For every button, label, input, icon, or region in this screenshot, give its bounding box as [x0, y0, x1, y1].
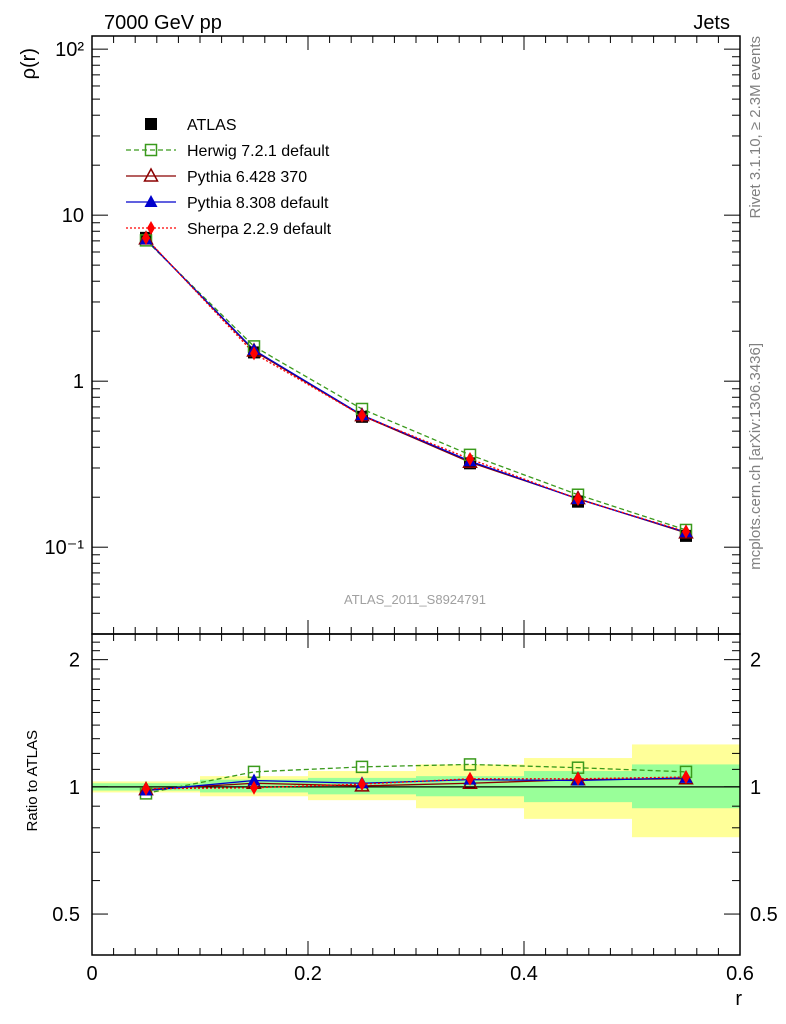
y-axis-label-ratio: Ratio to ATLAS: [24, 730, 41, 831]
legend-marker: [144, 195, 158, 207]
legend-label: ATLAS: [187, 117, 237, 134]
main-point: [466, 451, 474, 466]
main-line-4: [145, 237, 687, 533]
legend-label: Pythia 6.428 370: [187, 169, 307, 186]
main-point: [574, 492, 582, 507]
main-point: [250, 346, 258, 361]
analysis-watermark: ATLAS_2011_S8924791: [344, 592, 486, 607]
ratio-line-0: [145, 763, 687, 795]
main-line-3: [145, 238, 687, 533]
x-tick-label: 0.4: [510, 963, 538, 985]
legend-label: Sherpa 2.2.9 default: [187, 221, 332, 238]
axis-ticks: 0 0.2 0.4 0.6 10⁻¹ 1 10 10² 0.5 0.5 1 1 2 2: [45, 36, 778, 985]
y-tick-label-main: 10²: [55, 39, 84, 61]
main-point: [682, 524, 690, 539]
y-tick-label-main: 10⁻¹: [45, 537, 85, 559]
ratio-line-2: [145, 777, 687, 792]
header-left: 7000 GeV pp: [104, 12, 222, 34]
legend-label: Herwig 7.2.1 default: [187, 143, 330, 160]
ratio-point: [142, 781, 150, 796]
ratio-point: [355, 760, 369, 774]
x-axis-label: r: [735, 988, 742, 1010]
main-line-2: [145, 238, 687, 534]
series-lines: [145, 237, 687, 795]
mcplots-info-text: mcplots.cern.ch [arXiv:1306.3436]: [747, 343, 764, 570]
y-tick-label-ratio-right: 2: [750, 650, 761, 672]
rivet-info-text: Rivet 3.1.10, ≥ 2.3M events: [747, 36, 764, 219]
legend: ATLAS Herwig 7.2.1 default Pythia 6.428 37…: [126, 117, 332, 238]
ratio-point: [247, 773, 261, 786]
ratio-point: [682, 770, 690, 785]
y-axis-label-main: ρ(r): [18, 48, 40, 79]
ratio-point: [358, 777, 366, 792]
legend-label: Pythia 8.308 default: [187, 195, 329, 212]
main-point: [358, 408, 366, 423]
ratio-point: [574, 771, 582, 786]
y-tick-label-ratio: 0.5: [52, 904, 80, 926]
series-markers: [138, 230, 694, 800]
main-point: [142, 231, 150, 246]
x-tick-label: 0: [86, 963, 97, 985]
y-tick-label-ratio-right: 0.5: [750, 904, 778, 926]
ratio-point: [250, 780, 258, 795]
legend-marker: [143, 167, 159, 182]
y-tick-label-main: 10: [62, 205, 84, 227]
header-right: Jets: [693, 12, 730, 34]
y-tick-label-ratio-right: 1: [750, 777, 761, 799]
legend-marker: [147, 221, 155, 235]
x-tick-label: 0.6: [726, 963, 754, 985]
y-tick-label-ratio: 2: [69, 650, 80, 672]
ratio-point: [466, 771, 474, 786]
main-line-1: [145, 239, 687, 531]
y-tick-label-ratio: 1: [69, 777, 80, 799]
legend-marker: [145, 118, 157, 130]
uncertainty-bands: [92, 744, 740, 838]
legend-marker: [144, 143, 158, 157]
y-tick-label-main: 1: [73, 371, 84, 393]
x-tick-label: 0.2: [294, 963, 322, 985]
ratio-point: [463, 758, 477, 771]
